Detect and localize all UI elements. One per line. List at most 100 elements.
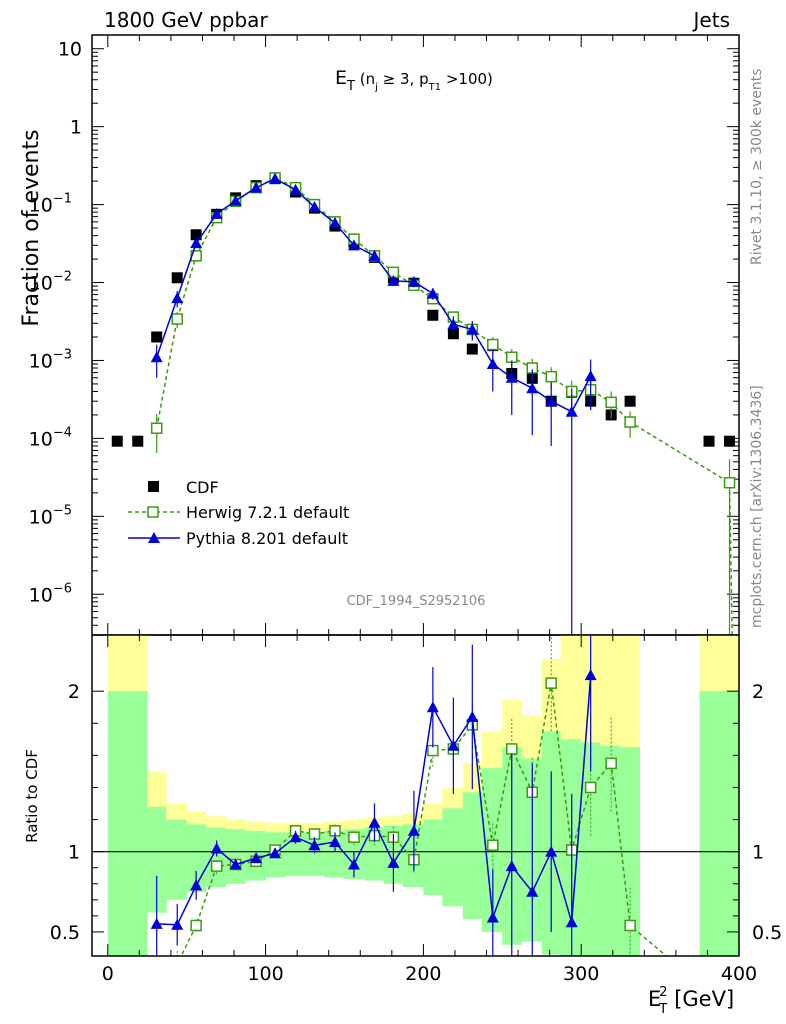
data-uncertainty-band-green — [205, 827, 227, 887]
cdf-point — [190, 229, 202, 241]
side-mcplots-label: mcplots.cern.ch [arXiv:1306.3436] — [749, 385, 765, 628]
pythia-point — [210, 207, 223, 219]
herwig-ratio-point — [624, 919, 636, 932]
cdf-point — [132, 435, 144, 447]
herwig-ratio-point — [172, 959, 182, 969]
cdf-point — [624, 395, 636, 407]
data-uncertainty-band-green — [423, 819, 443, 896]
data-uncertainty-band-green — [462, 792, 483, 920]
cdf-point — [427, 309, 439, 321]
data-uncertainty-band-green — [581, 742, 601, 956]
pythia-ratio-point — [505, 860, 518, 872]
pythia-ratio-point — [407, 824, 420, 836]
data-uncertainty-band-green — [107, 691, 148, 956]
data-uncertainty-band-green — [600, 745, 622, 956]
pythia-point — [545, 395, 558, 407]
ratio-panel: 0.5 0.5 1 1 2 2 0 100 200 300 400 Ratio to CDF ET2… — [23, 35, 782, 1017]
pythia-point — [229, 194, 242, 206]
pythia-ratio-point — [229, 858, 242, 870]
pythia-point — [347, 239, 360, 251]
pythia-ratio-point — [250, 852, 263, 864]
pythia-ratio-point — [190, 879, 203, 891]
herwig-point — [605, 396, 617, 409]
herwig-point — [545, 370, 557, 383]
y-tick-label: 10−1 — [29, 192, 72, 217]
herwig-point — [723, 476, 736, 489]
pythia-point — [329, 217, 342, 229]
data-uncertainty-band-green — [284, 832, 306, 876]
pythia-point — [368, 249, 381, 261]
analysis-id-label: CDF_1994_S2952106 — [347, 594, 486, 609]
ratio-frame — [91, 634, 740, 957]
herwig-ratio-point — [348, 831, 360, 843]
pythia-ratio-point — [289, 831, 302, 843]
pythia-point — [426, 287, 439, 299]
herwig-ratio-point — [190, 919, 202, 932]
pythia-ratio-point — [526, 885, 539, 897]
pythia-point — [466, 323, 479, 335]
legend-pythia-marker — [148, 532, 160, 543]
pythia-point — [171, 292, 184, 304]
x-tick-label: 200 — [405, 963, 441, 985]
x-axis-label: ET2 [GeV] — [648, 985, 734, 1017]
y-tick-label: 10 — [58, 39, 82, 61]
herwig-point — [171, 313, 183, 325]
herwig-point — [150, 422, 163, 434]
legend-cdf-label: CDF — [186, 478, 219, 497]
main-plot-area — [111, 172, 736, 635]
header-jets-label: Jets — [692, 8, 730, 32]
data-uncertainty-band-green — [699, 691, 739, 956]
herwig-ratio-point — [506, 743, 518, 755]
herwig-point — [487, 338, 499, 351]
pythia-ratio-point — [466, 710, 479, 722]
pythia-ratio-point — [584, 669, 597, 681]
ratio-ticks: 0.5 0.5 1 1 2 2 0 100 200 300 400 — [50, 35, 782, 985]
ratio-y-tick-label-right: 2 — [752, 681, 764, 703]
pythia-point — [565, 405, 578, 417]
pythia-point — [407, 275, 420, 287]
x-tick-label: 300 — [563, 963, 599, 985]
y-tick-label: 10−2 — [29, 270, 72, 295]
pythia-ratio-point — [308, 839, 321, 851]
ratio-y-tick-label-right: 0.5 — [752, 922, 782, 944]
pythia-point — [289, 183, 302, 195]
pythia-point — [387, 274, 400, 286]
pythia-ratio-point — [329, 836, 342, 848]
y-tick-label: 10−4 — [29, 425, 72, 450]
main-y-axis-label: Fraction of events — [19, 129, 44, 326]
main-panel: 10 1 10−1 10−2 10−3 10−4 10−5 10−6 Fraction of … — [19, 34, 740, 636]
pythia-ratio-point — [565, 916, 578, 928]
x-tick-label: 100 — [247, 963, 283, 985]
y-tick-label: 10−3 — [29, 347, 72, 372]
cdf-point — [151, 331, 163, 343]
pythia-ratio-point — [368, 816, 381, 828]
pythia-ratio-point — [269, 847, 282, 859]
header-energy-label: 1800 GeV ppbar — [104, 8, 268, 32]
y-tick-label: 10−6 — [29, 581, 72, 606]
pythia-point — [250, 181, 263, 193]
pythia-point — [447, 318, 460, 330]
cdf-point — [703, 435, 715, 447]
pythia-ratio-point — [171, 918, 184, 930]
herwig-line — [155, 177, 733, 635]
ratio-y-tick-label-left: 2 — [68, 681, 80, 703]
pythia-point — [308, 201, 321, 213]
x-tick-label: 0 — [102, 963, 114, 985]
main-y-ticks: 10 1 10−1 10−2 10−3 10−4 10−5 10−6 — [29, 39, 739, 636]
cdf-point — [171, 272, 183, 284]
data-uncertainty-band-green — [166, 819, 188, 900]
pythia-point — [269, 172, 282, 184]
main-title: ET (nj ≥ 3, pT1 >100) — [335, 67, 493, 94]
legend-pythia-label: Pythia 8.201 default — [186, 529, 348, 548]
cdf-point — [111, 435, 123, 447]
ratio-plot-area — [92, 635, 739, 1001]
data-uncertainty-band-green — [147, 806, 167, 913]
pythia-ratio-point — [387, 856, 400, 868]
legend-herwig-marker — [147, 506, 159, 518]
herwig-point — [624, 416, 636, 428]
x-tick-label: 400 — [721, 963, 757, 985]
cdf-point — [724, 435, 736, 447]
herwig-ratio-point — [584, 781, 597, 794]
herwig-ratio-point — [152, 991, 162, 1001]
